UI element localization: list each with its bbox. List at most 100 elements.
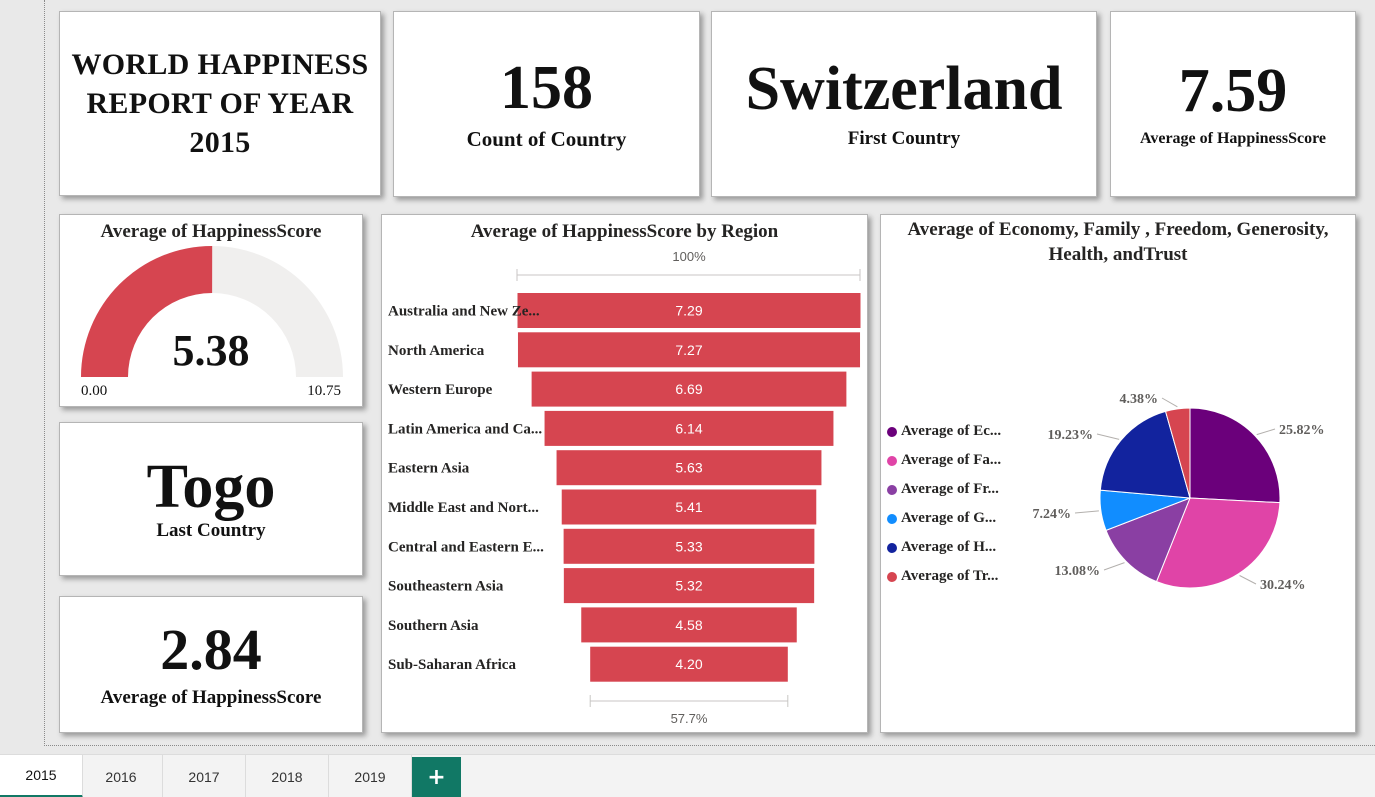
- pie-leader-line: [1103, 562, 1125, 571]
- funnel-value-label: 6.14: [675, 420, 702, 436]
- funnel-bar[interactable]: [544, 410, 834, 446]
- first-country-label: First Country: [847, 128, 961, 149]
- pie-slice[interactable]: [1099, 410, 1191, 499]
- country-count-value: 158: [500, 53, 593, 122]
- region-funnel-card[interactable]: Average of HappinessScore by Region 100%…: [381, 214, 868, 733]
- gauge-chart: [81, 246, 343, 377]
- funnel-value-label: 5.33: [675, 538, 702, 554]
- country-count-card[interactable]: 158 Count of Country: [393, 11, 700, 197]
- page-tab-bar: 2015 2016 2017 2018 2019 +: [0, 754, 1375, 797]
- factors-pie-chart: 25.82% 30.24% 13.08% 7.24% 19.23% 4.38%: [1033, 392, 1325, 593]
- funnel-bar[interactable]: [561, 489, 817, 525]
- country-count-label: Count of Country: [466, 126, 627, 151]
- gauge-title: Average of HappinessScore: [100, 221, 322, 242]
- legend-item-trust[interactable]: Average of Tr...: [887, 562, 1001, 591]
- funnel-bar[interactable]: [531, 371, 847, 407]
- funnel-category-label: Western Europe: [388, 382, 493, 398]
- funnel-category-label: Southern Asia: [388, 618, 479, 634]
- max-happiness-label: Average of HappinessScore: [1139, 130, 1327, 147]
- pie-data-label: 19.23%: [1048, 428, 1094, 443]
- legend-marker: [887, 426, 897, 437]
- funnel-bottom-percent: 57.7%: [671, 711, 708, 726]
- legend-item-economy[interactable]: Average of Ec...: [887, 417, 1001, 446]
- legend-item-freedom[interactable]: Average of Fr...: [887, 475, 1001, 504]
- legend-item-family[interactable]: Average of Fa...: [887, 446, 1001, 475]
- gauge-fill: [81, 246, 213, 377]
- funnel-value-label: 5.32: [675, 578, 702, 594]
- funnel-category-label: Middle East and Nort...: [388, 500, 539, 516]
- funnel-value-label: 5.41: [675, 499, 702, 515]
- min-happiness-label: Average of HappinessScore: [100, 686, 322, 708]
- gauge-min-label: 0.00: [81, 383, 108, 399]
- add-page-button[interactable]: +: [412, 757, 461, 797]
- report-title: WORLD HAPPINESS REPORT OF YEAR 2015: [71, 48, 369, 159]
- max-happiness-value: 7.59: [1178, 57, 1288, 125]
- pie-slice[interactable]: [1105, 497, 1191, 583]
- funnel-category-label: North America: [388, 343, 485, 359]
- pie-data-label: 7.24%: [1033, 507, 1072, 522]
- tab-2016[interactable]: 2016: [80, 755, 163, 797]
- funnel-top-percent: 100%: [672, 249, 706, 264]
- legend-marker: [887, 571, 897, 582]
- happiness-gauge-card[interactable]: Average of HappinessScore 5.38 0.00 10.7…: [59, 214, 363, 407]
- plus-icon: +: [427, 765, 446, 790]
- funnel-bar[interactable]: [563, 568, 815, 604]
- min-happiness-value: 2.84: [160, 616, 262, 682]
- tab-2019[interactable]: 2019: [329, 755, 412, 797]
- legend-marker: [887, 455, 897, 466]
- funnel-bar[interactable]: [590, 646, 788, 682]
- legend-marker: [887, 484, 897, 495]
- tab-2015[interactable]: 2015: [0, 755, 83, 797]
- tab-2017[interactable]: 2017: [163, 755, 246, 797]
- first-country-card[interactable]: Switzerland First Country: [711, 11, 1097, 197]
- pie-data-label: 4.38%: [1120, 392, 1159, 407]
- last-country-value: Togo: [146, 453, 276, 521]
- last-country-card[interactable]: Togo Last Country: [59, 422, 363, 576]
- pie-leader-line: [1239, 575, 1257, 585]
- legend-marker: [887, 542, 897, 553]
- funnel-bar[interactable]: [581, 607, 797, 643]
- funnel-value-label: 4.20: [675, 656, 702, 672]
- funnel-value-label: 5.63: [675, 460, 702, 476]
- tab-2018[interactable]: 2018: [246, 755, 329, 797]
- legend-label: Average of Tr...: [901, 568, 999, 584]
- legend-label: Average of Fa...: [901, 452, 1002, 468]
- funnel-category-label: Southeastern Asia: [388, 579, 504, 595]
- min-happiness-card[interactable]: 2.84 Average of HappinessScore: [59, 596, 363, 733]
- first-country-value: Switzerland: [745, 55, 1063, 123]
- funnel-top-bracket: [516, 269, 861, 281]
- gauge-value: 5.38: [172, 326, 250, 375]
- funnel-category-label: Eastern Asia: [388, 461, 470, 477]
- pie-slice[interactable]: [1164, 407, 1191, 499]
- funnel-bar[interactable]: [556, 450, 822, 486]
- pie-title: Average of Economy, Family , Freedom, Ge…: [907, 219, 1329, 265]
- legend-item-generosity[interactable]: Average of G...: [887, 504, 1001, 533]
- legend-label: Average of Fr...: [901, 481, 999, 497]
- funnel-value-label: 6.69: [675, 381, 702, 397]
- pie-data-label: 13.08%: [1055, 564, 1101, 579]
- funnel-bar[interactable]: [517, 293, 861, 328]
- report-title-card[interactable]: WORLD HAPPINESS REPORT OF YEAR 2015: [59, 11, 381, 196]
- pie-leader-line: [1256, 428, 1276, 436]
- funnel-bar[interactable]: [563, 528, 815, 564]
- funnel-value-label: 4.58: [675, 617, 702, 633]
- max-happiness-card[interactable]: 7.59 Average of HappinessScore: [1110, 11, 1356, 197]
- last-country-label: Last Country: [156, 520, 266, 541]
- funnel-bar[interactable]: [517, 332, 861, 368]
- pie-leader-line: [1096, 433, 1120, 440]
- pie-slice[interactable]: [1155, 497, 1281, 589]
- pie-slice[interactable]: [1189, 407, 1281, 504]
- funnel-value-label: 7.27: [675, 342, 702, 358]
- legend-item-health[interactable]: Average of H...: [887, 533, 1001, 562]
- legend-label: Average of H...: [901, 539, 997, 555]
- funnel-value-label: 7.29: [675, 303, 702, 319]
- funnel-category-label: Sub-Saharan Africa: [388, 657, 516, 673]
- legend-label: Average of G...: [901, 510, 997, 526]
- legend-marker: [887, 513, 897, 524]
- pie-data-label: 30.24%: [1260, 578, 1306, 593]
- legend-label: Average of Ec...: [901, 423, 1002, 439]
- funnel-category-label: Latin America and Ca...: [388, 421, 542, 437]
- funnel-category-label: Central and Eastern E...: [388, 539, 544, 555]
- factors-pie-card[interactable]: Average of Economy, Family , Freedom, Ge…: [880, 214, 1356, 733]
- funnel-bottom-bracket: [589, 695, 789, 707]
